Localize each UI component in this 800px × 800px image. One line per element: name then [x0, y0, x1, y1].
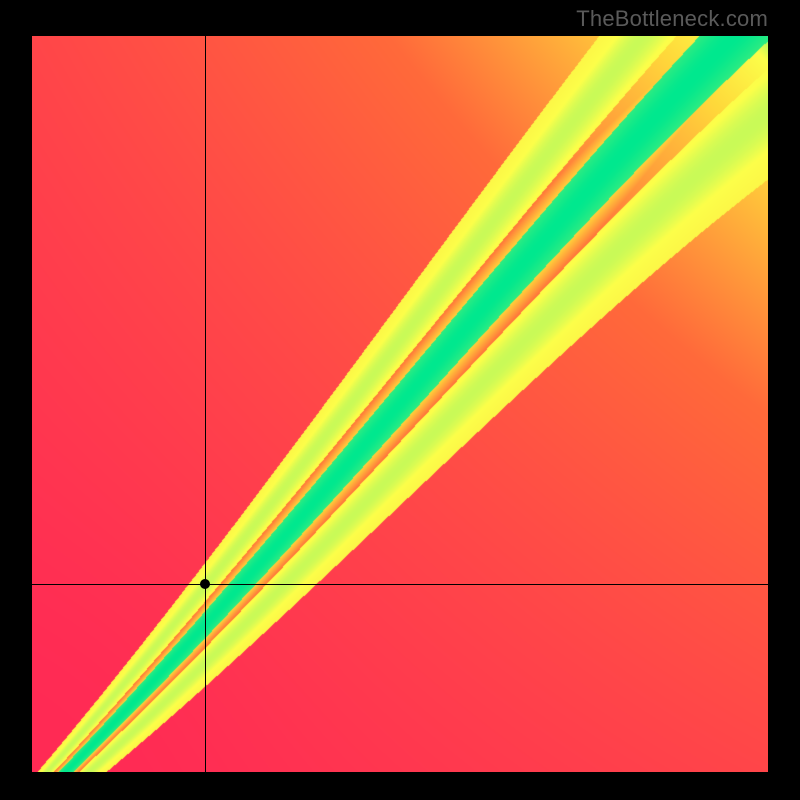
crosshair-marker [200, 579, 210, 589]
crosshair-horizontal [32, 584, 768, 585]
watermark-text: TheBottleneck.com [576, 6, 768, 32]
figure-frame: TheBottleneck.com [0, 0, 800, 800]
heatmap-canvas [32, 36, 768, 772]
plot-area [32, 36, 768, 772]
crosshair-vertical [205, 36, 206, 772]
